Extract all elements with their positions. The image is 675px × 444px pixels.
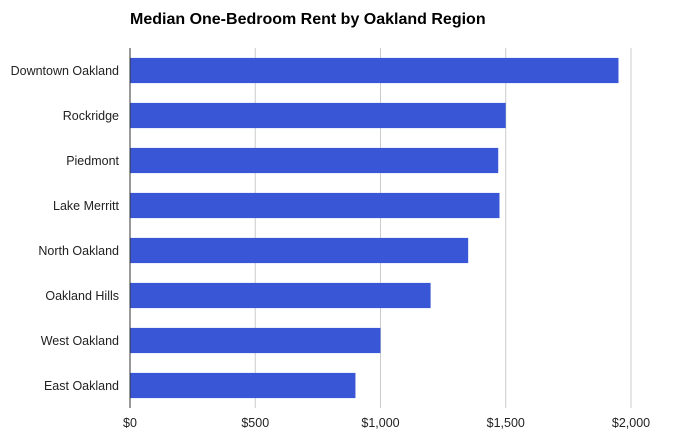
x-tick-label: $2,000	[612, 416, 650, 430]
x-tick-label: $0	[123, 416, 137, 430]
category-label: Piedmont	[66, 154, 119, 168]
bar	[130, 237, 469, 264]
bar	[130, 372, 356, 399]
bar	[130, 327, 381, 354]
category-label: East Oakland	[44, 379, 119, 393]
bar	[130, 57, 619, 84]
category-labels: Downtown Oakland Rockridge Piedmont Lake Me…	[11, 64, 120, 393]
x-tick-label: $1,000	[361, 416, 399, 430]
x-tick-label: $1,500	[487, 416, 525, 430]
bar	[130, 102, 506, 129]
category-label: West Oakland	[41, 334, 119, 348]
category-label: Lake Merritt	[53, 199, 120, 213]
bar	[130, 192, 500, 219]
tick-labels: $0 $500 $1,000 $1,500 $2,000	[123, 416, 650, 430]
category-label: Downtown Oakland	[11, 64, 119, 78]
bar	[130, 282, 431, 309]
chart-title: Median One-Bedroom Rent by Oakland Regio…	[130, 11, 486, 28]
category-label: Oakland Hills	[45, 289, 119, 303]
bar	[130, 147, 499, 174]
category-label: Rockridge	[63, 109, 119, 123]
bars	[130, 57, 619, 399]
category-label: North Oakland	[38, 244, 119, 258]
x-tick-label: $500	[241, 416, 269, 430]
gridlines	[254, 48, 632, 408]
